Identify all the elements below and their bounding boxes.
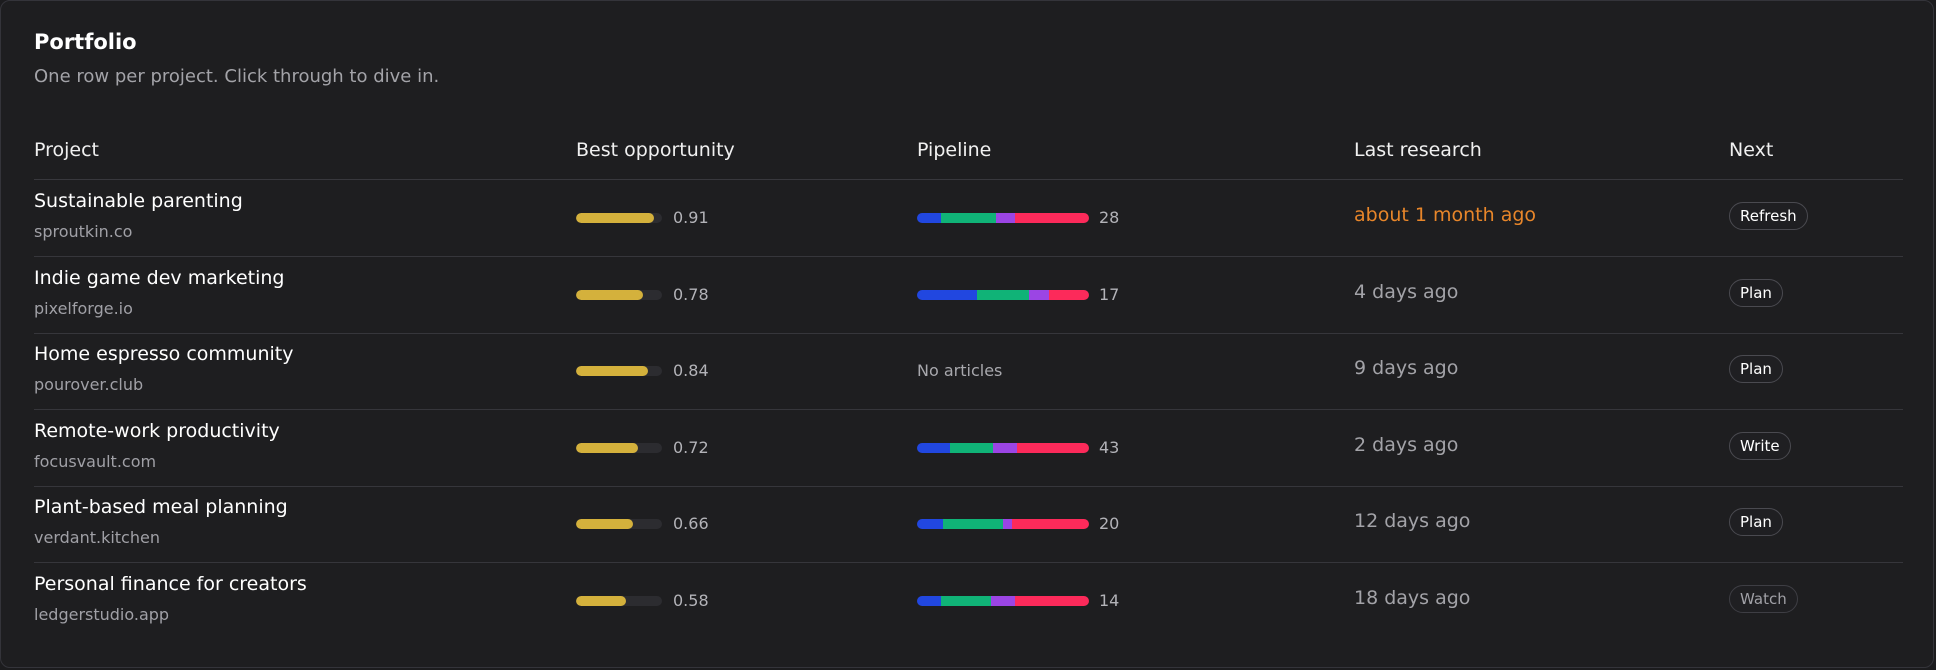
project-domain: pixelforge.io xyxy=(34,298,133,318)
pipeline-segment xyxy=(990,595,1016,606)
next-action-button[interactable]: Plan xyxy=(1729,355,1783,383)
pipeline-empty-label: No articles xyxy=(917,361,1003,380)
pipeline-bar xyxy=(917,595,1089,606)
pipeline-segment xyxy=(992,442,1017,453)
pipeline-count: 43 xyxy=(1099,437,1120,457)
next-action-button[interactable]: Watch xyxy=(1729,584,1798,613)
pipeline-segment xyxy=(941,595,991,606)
next-action-button[interactable]: Refresh xyxy=(1729,202,1808,230)
table-row[interactable]: Plant-based meal planning verdant.kitchen… xyxy=(34,486,1903,563)
opportunity-bar xyxy=(576,442,662,453)
opportunity-bar xyxy=(576,289,662,300)
pipeline-segment xyxy=(917,289,978,300)
pipeline-segment xyxy=(1015,213,1089,223)
column-header-best-opportunity: Best opportunity xyxy=(576,139,735,161)
table-row[interactable]: Sustainable parenting sproutkin.co 0.91 28 a… xyxy=(34,180,1903,257)
project-name[interactable]: Remote-work productivity xyxy=(34,419,280,442)
page-subtitle: One row per project. Click through to di… xyxy=(34,66,440,87)
pipeline-segment xyxy=(1016,442,1089,453)
pipeline-bar xyxy=(917,519,1089,529)
last-research-time: 4 days ago xyxy=(1354,280,1459,303)
pipeline-segment xyxy=(977,289,1029,300)
pipeline-count: 28 xyxy=(1099,208,1120,227)
pipeline-segment xyxy=(1049,289,1089,300)
opportunity-score: 0.66 xyxy=(673,514,709,533)
pipeline-segment xyxy=(917,442,950,453)
pipeline-segment xyxy=(1002,519,1012,529)
pipeline-segment xyxy=(1028,289,1050,300)
last-research-time: 2 days ago xyxy=(1354,433,1459,456)
pipeline-count: 17 xyxy=(1099,284,1120,304)
table-row[interactable]: Personal finance for creators ledgerstudi… xyxy=(34,563,1903,639)
pipeline-segment xyxy=(917,519,943,529)
opportunity-bar-fill xyxy=(576,442,638,453)
opportunity-score: 0.72 xyxy=(673,437,709,457)
next-action-button[interactable]: Plan xyxy=(1729,278,1783,307)
pipeline-segment xyxy=(917,595,942,606)
opportunity-bar-fill xyxy=(576,213,655,223)
column-header-project: Project xyxy=(34,139,100,161)
project-name[interactable]: Personal finance for creators xyxy=(34,572,307,595)
opportunity-bar-fill xyxy=(576,595,626,606)
last-research-time: about 1 month ago xyxy=(1354,204,1537,226)
table-header: Project Best opportunity Pipeline Last r… xyxy=(34,137,1903,180)
opportunity-bar-fill xyxy=(576,519,633,529)
next-action-button[interactable]: Write xyxy=(1729,431,1791,460)
project-domain: verdant.kitchen xyxy=(34,528,160,547)
opportunity-bar-fill xyxy=(576,366,649,376)
last-research-time: 18 days ago xyxy=(1354,586,1471,609)
pipeline-segment xyxy=(942,519,1003,529)
pipeline-segment xyxy=(941,213,997,223)
last-research-time: 12 days ago xyxy=(1354,510,1471,532)
project-name[interactable]: Sustainable parenting xyxy=(34,190,243,212)
pipeline-bar xyxy=(917,442,1089,453)
project-domain: pourover.club xyxy=(34,375,144,394)
opportunity-score: 0.84 xyxy=(673,361,709,380)
page-title: Portfolio xyxy=(34,30,137,54)
project-domain: sproutkin.co xyxy=(34,222,133,241)
column-header-next: Next xyxy=(1729,139,1774,161)
opportunity-bar xyxy=(576,519,662,529)
pipeline-segment xyxy=(1015,595,1089,606)
opportunity-bar xyxy=(576,595,662,606)
pipeline-count: 20 xyxy=(1099,514,1120,533)
pipeline-segment xyxy=(996,213,1016,223)
project-name[interactable]: Home espresso community xyxy=(34,343,294,365)
pipeline-segment xyxy=(1011,519,1089,529)
last-research-time: 9 days ago xyxy=(1354,357,1459,379)
pipeline-bar xyxy=(917,213,1089,223)
project-name[interactable]: Plant-based meal planning xyxy=(34,496,288,518)
table-row[interactable]: Remote-work productivity focusvault.com 0.… xyxy=(34,410,1903,487)
project-domain: focusvault.com xyxy=(34,451,157,471)
pipeline-bar xyxy=(917,289,1089,300)
opportunity-bar xyxy=(576,213,662,223)
opportunity-score: 0.78 xyxy=(673,284,709,304)
pipeline-segment xyxy=(949,442,993,453)
pipeline-segment xyxy=(917,213,942,223)
column-header-last-research: Last research xyxy=(1354,139,1482,161)
column-header-pipeline: Pipeline xyxy=(917,139,992,161)
opportunity-score: 0.91 xyxy=(673,208,709,227)
table-row[interactable]: Indie game dev marketing pixelforge.io 0.7… xyxy=(34,257,1903,334)
next-action-button[interactable]: Plan xyxy=(1729,508,1783,536)
project-domain: ledgerstudio.app xyxy=(34,604,170,624)
pipeline-count: 14 xyxy=(1099,590,1120,610)
table-row[interactable]: Home espresso community pourover.club 0.84… xyxy=(34,333,1903,410)
opportunity-bar-fill xyxy=(576,289,644,300)
opportunity-bar xyxy=(576,366,662,376)
project-name[interactable]: Indie game dev marketing xyxy=(34,266,285,289)
opportunity-score: 0.58 xyxy=(673,590,709,610)
